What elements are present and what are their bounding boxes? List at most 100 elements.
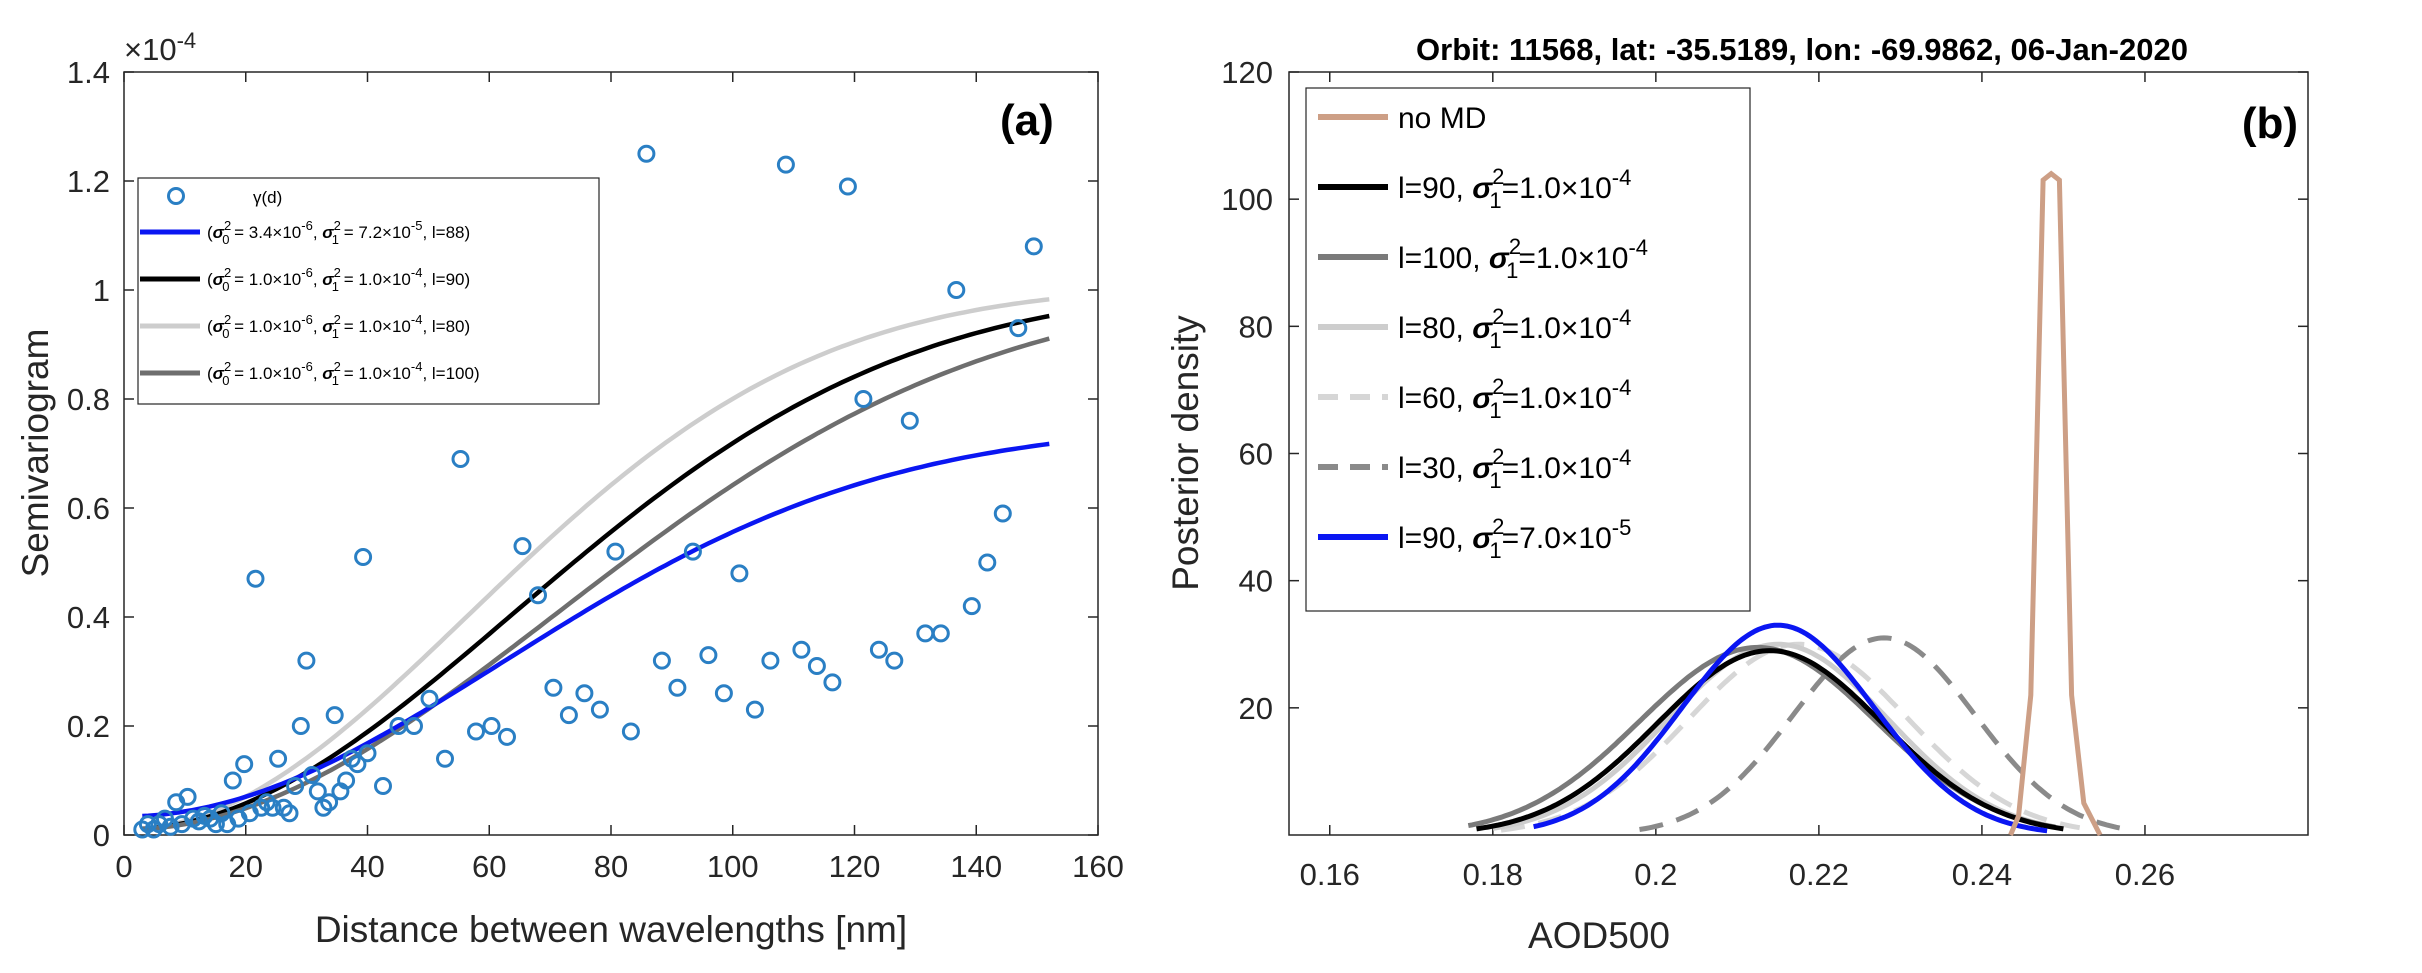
scatter-point <box>297 651 316 670</box>
scatter-point <box>467 722 485 741</box>
panel-b-y-axis-label: Posterior density <box>1165 315 1206 591</box>
scatter-point <box>993 504 1012 523</box>
scatter-point <box>683 542 702 561</box>
y-tick-label: 0.4 <box>67 600 110 635</box>
panel-b-legend: no MD l=90, σ2 1=1.0×10-4 l=100, σ2 1=1.0×10… <box>1305 87 1751 612</box>
scatter-point <box>178 787 197 806</box>
posterior-curve-3 <box>1492 641 2056 831</box>
scatter-point <box>637 144 656 163</box>
x-tick-label: 60 <box>472 849 506 884</box>
scatter-point <box>590 700 609 719</box>
legend-label-l88: (σ2 0 = 3.4×10-6, σ2 1 = 7.2×10-5, l=88) <box>207 218 470 247</box>
legend-label-2: l=100, σ2 1=1.0×10-4 <box>1398 234 1648 283</box>
scatter-point <box>337 771 356 790</box>
scatter-point <box>252 798 271 817</box>
scatter-point <box>348 755 367 774</box>
panel-a-legend-box <box>137 177 600 405</box>
scatter-point <box>947 281 966 299</box>
panel-a-y-axis-label: Semivariogram <box>15 329 56 578</box>
y-tick-label: 120 <box>1221 55 1273 90</box>
panel-b-title: Orbit: 11568, lat: -35.5189, lon: -69.98… <box>1416 32 2188 67</box>
scatter-point <box>529 586 547 605</box>
y-tick-label: 20 <box>1239 691 1273 726</box>
scatter-point <box>358 744 377 763</box>
scatter-point <box>699 646 718 665</box>
scatter-point <box>263 798 282 817</box>
y-tick-label: 60 <box>1239 437 1273 472</box>
panel-a-x-axis-label: Distance between wavelengths [nm] <box>315 909 907 950</box>
x-tick-label: 0.24 <box>1952 857 2012 892</box>
scatter-point <box>931 624 950 643</box>
x-tick-label: 80 <box>594 849 628 884</box>
legend-label-l100: (σ2 0 = 1.0×10-6, σ2 1 = 1.0×10-4, l=100) <box>207 359 480 388</box>
legend-label-6: l=90, σ2 1=7.0×10-5 <box>1398 514 1631 563</box>
x-tick-label: 20 <box>229 849 263 884</box>
scatter-point <box>1024 237 1043 256</box>
scatter-point <box>854 390 873 408</box>
scatter-point <box>544 678 563 697</box>
scatter-point <box>269 749 288 768</box>
legend-label-0: no MD <box>1398 102 1486 135</box>
scatter-point <box>325 706 344 725</box>
legend-label-4: l=60, σ2 1=1.0×10-4 <box>1398 374 1631 423</box>
legend-marker-gamma <box>167 187 185 205</box>
x-tick-label: 140 <box>950 849 1002 884</box>
x-tick-label: 0.26 <box>2115 857 2175 892</box>
scatter-point <box>869 640 888 659</box>
scatter-point <box>776 155 795 174</box>
scatter-point <box>513 537 532 556</box>
posterior-curve-1 <box>1476 648 2064 832</box>
scatter-point <box>730 564 749 583</box>
panel-b-legend-box <box>1305 87 1751 612</box>
scatter-point <box>621 722 640 741</box>
scatter-point <box>405 717 423 735</box>
panel-b-label: (b) <box>2242 99 2298 148</box>
x-tick-label: 0.2 <box>1634 857 1677 892</box>
semivariogram-curve-l80 <box>142 297 1050 832</box>
scatter-point <box>133 820 152 839</box>
scatter-point <box>308 782 327 801</box>
y-tick-label: 40 <box>1239 564 1273 599</box>
scatter-point <box>575 684 594 703</box>
posterior-curve-6 <box>1533 622 2048 834</box>
scatter-point <box>916 624 935 643</box>
scatter-point <box>498 727 516 746</box>
panel-a-label: (a) <box>1000 96 1054 145</box>
scatter-point <box>900 411 919 430</box>
semivariogram-curve-l100 <box>142 336 1050 832</box>
panel-b: Orbit: 11568, lat: -35.5189, lon: -69.98… <box>1165 32 2309 956</box>
legend-label-3: l=80, σ2 1=1.0×10-4 <box>1398 304 1631 353</box>
scatter-point <box>668 678 687 697</box>
scatter-point <box>235 755 254 774</box>
scatter-point <box>559 706 578 725</box>
x-tick-label: 0 <box>115 849 132 884</box>
scatter-point <box>761 651 780 670</box>
legend-label-1: l=90, σ2 1=1.0×10-4 <box>1398 164 1631 213</box>
legend-label-l90: (σ2 0 = 1.0×10-6, σ2 1 = 1.0×10-4, l=90) <box>207 265 470 294</box>
scatter-point <box>807 657 826 675</box>
posterior-curve-2 <box>1467 644 2056 830</box>
scatter-point <box>482 717 501 735</box>
panel-b-curves <box>1467 170 2130 837</box>
x-tick-label: 160 <box>1072 849 1124 884</box>
panel-a-ticks: 0 20 40 60 80 100 120 140 160 0 0.2 0.4 0.6 0.8 1 1.2 1.… <box>67 55 1124 884</box>
x-tick-label: 100 <box>707 849 759 884</box>
scatter-point <box>189 812 208 831</box>
panel-a-scatter-points <box>133 144 1043 839</box>
scatter-point <box>291 717 310 735</box>
scatter-point <box>838 177 857 196</box>
y-tick-label: 0 <box>93 818 110 853</box>
panel-a-legend: γ(d) (σ2 0 = 3.4×10-6, σ2 1 = 7.2×10-5, l=… <box>137 177 600 405</box>
x-tick-label: 0.22 <box>1789 857 1849 892</box>
scatter-point <box>792 640 811 659</box>
x-tick-label: 0.18 <box>1463 857 1523 892</box>
scatter-point <box>823 673 842 692</box>
x-tick-label: 120 <box>829 849 881 884</box>
scatter-point <box>606 542 625 561</box>
legend-label-l80: (σ2 0 = 1.0×10-6, σ2 1 = 1.0×10-4, l=80) <box>207 312 470 341</box>
scatter-point <box>885 651 904 670</box>
y-tick-label: 1.2 <box>67 164 110 199</box>
scatter-point <box>420 689 439 708</box>
scatter-point <box>354 548 373 566</box>
